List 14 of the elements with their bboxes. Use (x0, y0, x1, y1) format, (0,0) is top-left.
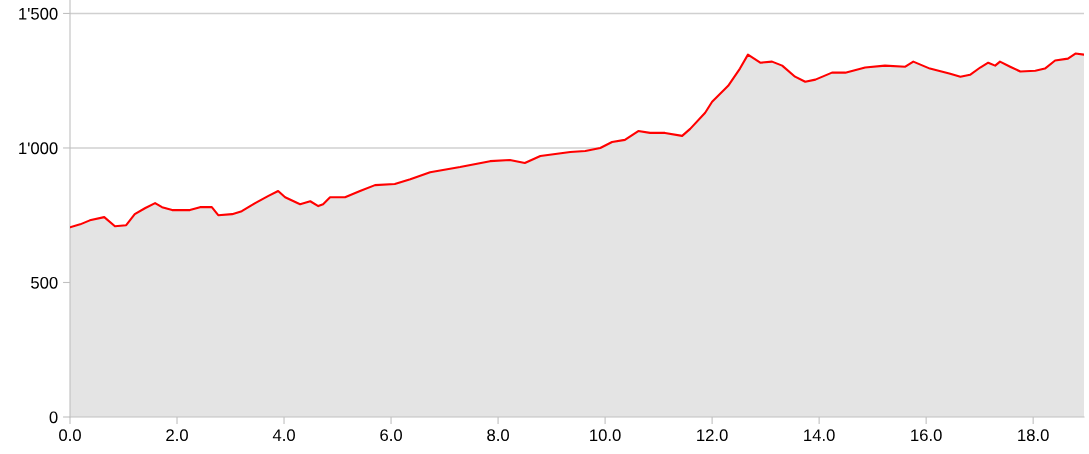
x-tick-label: 14.0 (804, 429, 835, 442)
x-tick-label: 0.0 (59, 429, 81, 442)
x-tick-label: 6.0 (380, 429, 402, 442)
y-tick-label: 0 (49, 411, 58, 424)
x-tick-label: 2.0 (166, 429, 188, 442)
x-tick-label: 4.0 (272, 429, 295, 442)
x-tick-label: 18.0 (1018, 429, 1049, 442)
x-tick-label: 10.0 (590, 429, 621, 442)
y-tick-label: 500 (31, 276, 58, 289)
x-tick-label: 16.0 (911, 429, 942, 442)
x-tick-label: 8.0 (487, 429, 510, 442)
x-tick-label: 12.0 (697, 429, 728, 442)
y-tick-label: 1'000 (19, 142, 58, 155)
y-tick-label: 1'500 (19, 7, 58, 20)
